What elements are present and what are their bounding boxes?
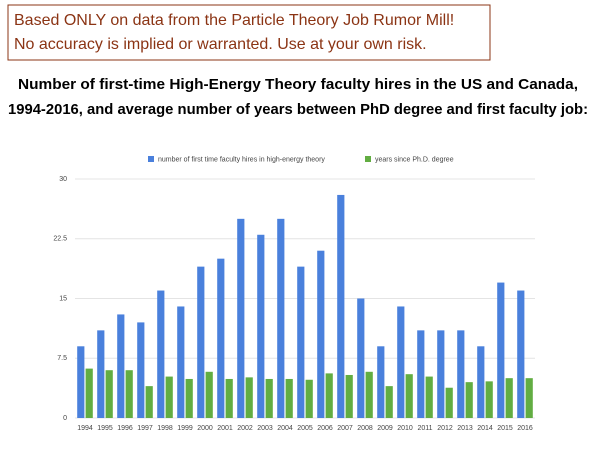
bar: [177, 306, 185, 418]
y-tick-label: 7.5: [57, 355, 67, 362]
bar: [325, 373, 333, 418]
bar: [117, 314, 125, 418]
bar: [437, 330, 445, 418]
bar: [225, 378, 233, 418]
y-tick-label: 0: [63, 415, 67, 422]
x-tick-label: 2008: [357, 425, 373, 432]
bar: [205, 371, 213, 418]
bar: [85, 368, 93, 418]
x-tick-label: 2007: [337, 425, 353, 432]
bar: [465, 382, 473, 418]
x-tick-label: 2004: [277, 425, 293, 432]
legend-label: years since Ph.D. degree: [375, 156, 454, 163]
bar: [77, 346, 85, 418]
y-tick-label: 30: [59, 176, 67, 183]
x-tick-label: 2016: [517, 425, 533, 432]
bar: [425, 376, 433, 418]
x-tick-label: 1999: [177, 425, 193, 432]
x-tick-label: 2005: [297, 425, 313, 432]
x-tick-label: 2015: [497, 425, 513, 432]
bar: [97, 330, 105, 418]
x-tick-label: 1997: [137, 425, 153, 432]
bar: [317, 250, 325, 418]
y-tick-label: 22.5: [53, 236, 67, 243]
x-tick-label: 2011: [417, 425, 432, 432]
x-tick-label: 2003: [257, 425, 273, 432]
chart-title: Number of first-time High-Energy Theory …: [18, 76, 578, 93]
x-tick-label: 2009: [377, 425, 393, 432]
x-tick-label: 2001: [217, 425, 233, 432]
bar: [145, 386, 153, 418]
bar: [245, 377, 253, 418]
x-tick-label: 2000: [197, 425, 213, 432]
bar: [397, 306, 405, 418]
bar: [477, 346, 485, 418]
x-tick-label: 2010: [397, 425, 413, 432]
disclaimer-line: No accuracy is implied or warranted. Use…: [14, 36, 427, 53]
bar: [345, 374, 353, 418]
legend-label: number of first time faculty hires in hi…: [158, 156, 325, 163]
bar: [285, 378, 293, 418]
bar: [277, 218, 285, 418]
bar: [257, 234, 265, 418]
bar: [525, 378, 533, 418]
bar: [185, 378, 193, 418]
x-tick-label: 2002: [237, 425, 253, 432]
bar: [157, 290, 165, 418]
legend-swatch: [148, 156, 154, 162]
bar: [485, 381, 493, 418]
bar: [297, 266, 305, 418]
bar: [417, 330, 425, 418]
bar: [405, 374, 413, 418]
bar: [357, 298, 365, 418]
bar: [217, 258, 225, 418]
bar: [105, 370, 113, 418]
bar: [137, 322, 145, 418]
bar: [445, 387, 453, 418]
disclaimer-box: [7, 4, 491, 61]
bar: [237, 218, 245, 418]
x-tick-label: 1995: [97, 425, 113, 432]
bar: [505, 378, 513, 418]
x-tick-label: 2012: [437, 425, 453, 432]
y-tick-label: 15: [59, 295, 67, 302]
disclaimer-line: Based ONLY on data from the Particle The…: [14, 12, 454, 29]
bar: [457, 330, 465, 418]
bar: [305, 379, 313, 418]
x-tick-label: 1994: [77, 425, 93, 432]
bar: [497, 282, 505, 418]
legend-swatch: [365, 156, 371, 162]
x-tick-label: 2013: [457, 425, 473, 432]
bar: [377, 346, 385, 418]
bar: [197, 266, 205, 418]
x-tick-label: 2006: [317, 425, 333, 432]
x-tick-label: 1996: [117, 425, 133, 432]
x-tick-label: 2014: [477, 425, 493, 432]
x-tick-label: 1998: [157, 425, 173, 432]
bar: [165, 376, 173, 418]
bar: [517, 290, 525, 418]
bar: [125, 370, 133, 418]
bar: [385, 386, 393, 418]
bar: [337, 194, 345, 418]
chart-title: 1994-2016, and average number of years b…: [8, 101, 588, 118]
bar: [365, 371, 373, 418]
bar: [265, 378, 273, 418]
